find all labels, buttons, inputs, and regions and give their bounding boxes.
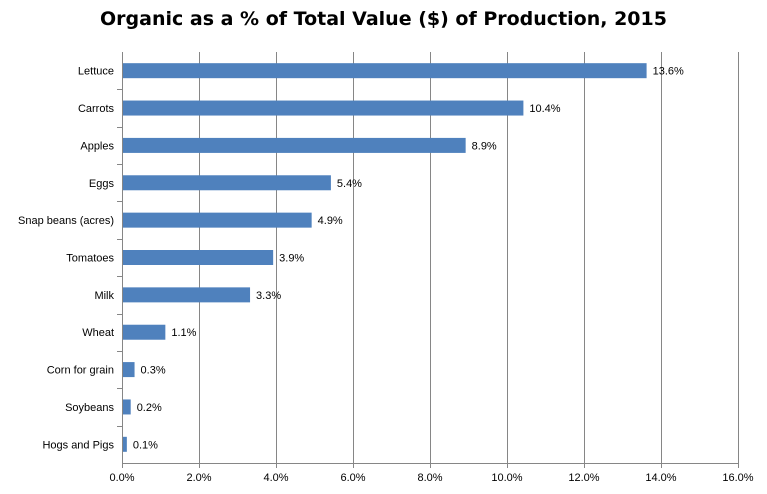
bar [123,137,466,153]
data-label: 0.1% [133,439,158,451]
category-label: Tomatoes [66,253,114,265]
x-tick-label: 12.0% [568,472,599,484]
category-label: Snap beans (acres) [18,215,114,227]
category-label: Milk [94,290,114,302]
category-label: Carrots [78,103,115,115]
axes [117,52,739,468]
x-tick-label: 8.0% [417,472,442,484]
bar [123,399,131,415]
category-label: Apples [80,140,114,152]
bar [123,100,524,116]
data-label: 1.1% [171,327,196,339]
labels: 0.0% 2.0% 4.0% 6.0% 8.0% 10.0% 12.0% 14.0% 16.0%… [18,66,754,484]
category-label: Eggs [89,178,115,190]
category-label: Soybeans [65,402,114,414]
bar [123,436,127,452]
bar [123,212,312,228]
bars [123,63,647,452]
x-tick-label: 4.0% [263,472,288,484]
category-label: Corn for grain [47,365,114,377]
data-label: 0.2% [137,402,162,414]
data-label: 10.4% [529,103,560,115]
data-label: 3.9% [279,253,304,265]
x-tick-label: 2.0% [186,472,211,484]
data-label: 8.9% [472,140,497,152]
data-label: 13.6% [653,66,684,78]
bar [123,324,166,340]
x-tick-label: 14.0% [645,472,676,484]
category-label: Lettuce [78,66,114,78]
data-label: 0.3% [141,365,166,377]
data-label: 3.3% [256,290,281,302]
bar [123,63,647,79]
bar [123,287,251,303]
x-tick-label: 6.0% [340,472,365,484]
x-tick-label: 16.0% [722,472,753,484]
category-label: Hogs and Pigs [42,439,114,451]
category-label: Wheat [82,327,114,339]
x-tick-label: 0.0% [109,472,134,484]
bar [123,250,274,265]
bar [123,175,331,191]
data-label: 4.9% [318,215,343,227]
data-label: 5.4% [337,178,362,190]
x-tick-label: 10.0% [491,472,522,484]
bar [123,362,135,378]
chart-title: Organic as a % of Total Value ($) of Pro… [100,8,667,30]
